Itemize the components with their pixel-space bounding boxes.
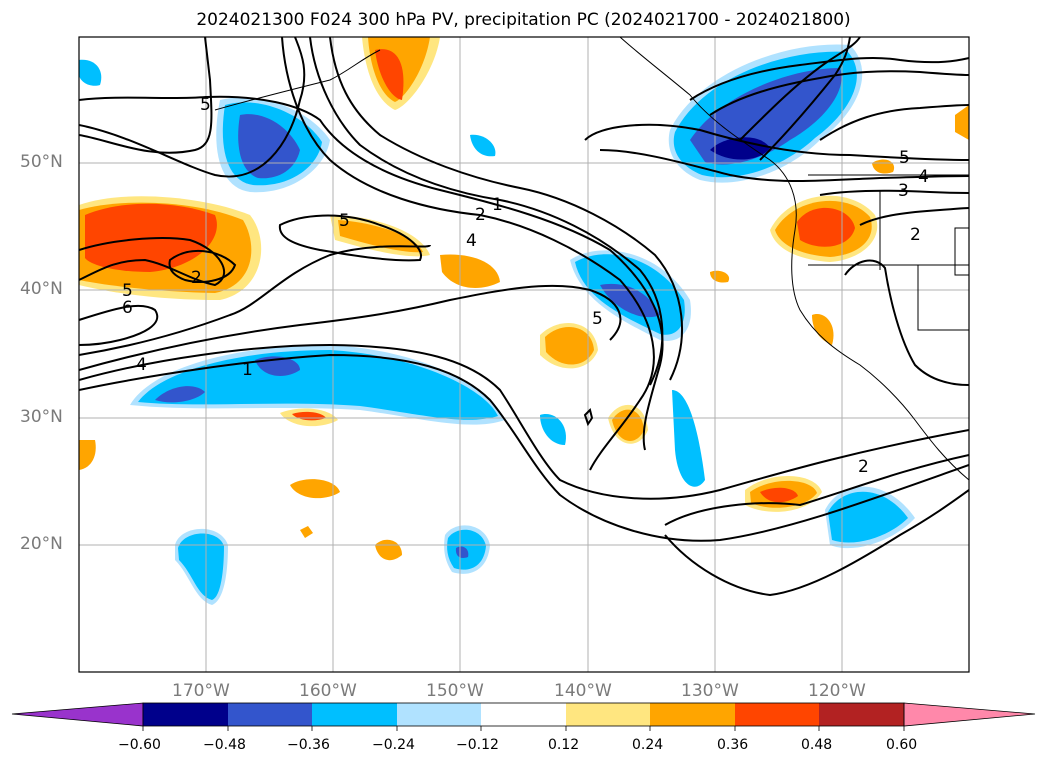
colorbar-tick-label: −0.36	[287, 737, 330, 753]
colorbar-tick-label: −0.12	[456, 737, 499, 753]
precip-positive-region	[612, 409, 644, 441]
precip-positive-region	[440, 254, 500, 288]
map-title: 2024021300 F024 300 hPa PV, precipitatio…	[196, 10, 851, 30]
colorbar-segment	[819, 703, 904, 726]
precip-positive-region	[812, 314, 834, 345]
precip-positive-region	[545, 327, 594, 365]
precip-positive-region	[300, 526, 313, 538]
contour-label: 2	[475, 205, 486, 225]
colorbar-segment	[228, 703, 312, 726]
colorbar-segment	[735, 703, 819, 726]
precip-negative-region	[470, 134, 496, 157]
precip-positive-region	[290, 479, 340, 499]
coastlines	[214, 37, 969, 481]
precip-negative-region	[238, 114, 300, 179]
lon-label-160w: 160°W	[299, 681, 357, 701]
colorbar-tick-label: 0.12	[548, 737, 580, 753]
contour-label: 5	[200, 95, 211, 115]
lat-label-40n: 40°N	[20, 279, 63, 299]
contour-label: 5	[899, 148, 910, 168]
contour-label: 5	[592, 309, 603, 329]
contour-label: 5	[339, 211, 350, 231]
precip-negative-region	[178, 533, 224, 600]
colorbar-extend-low	[11, 702, 144, 727]
colorbar-tick-label: 0.48	[801, 737, 833, 753]
contour-label: 2	[858, 457, 869, 477]
precip-negative-region	[710, 137, 770, 160]
precip-negative-region	[672, 390, 705, 487]
precip-negative-region	[828, 491, 908, 543]
precip-negative-region	[600, 283, 660, 318]
colorbar-segment	[481, 703, 566, 726]
contour-label: 4	[136, 355, 147, 375]
precip-positive-region	[872, 159, 895, 174]
contour-label: 5	[122, 281, 133, 301]
precip-negative-region	[138, 350, 498, 420]
precip-positive-region	[760, 487, 798, 503]
precip-positive-region	[375, 49, 404, 100]
colorbar-tick-label: 0.36	[717, 737, 749, 753]
precip-negative-region	[540, 414, 566, 445]
colorbar-segment	[312, 703, 397, 726]
precip-negative-region	[155, 386, 205, 403]
colorbar-segment	[566, 703, 650, 726]
colorbar-segment	[143, 703, 228, 726]
lon-label-170w: 170°W	[172, 681, 230, 701]
lon-label-120w: 120°W	[808, 681, 866, 701]
colorbar-tick-label: 0.24	[632, 737, 664, 753]
lon-label-140w: 140°W	[554, 681, 612, 701]
colorbar-extend-high	[903, 702, 1036, 727]
colorbar-tick-label: 0.60	[886, 737, 918, 753]
precip-positive-region	[375, 539, 402, 561]
precip-negative-region	[79, 59, 102, 86]
contour-label: 1	[492, 195, 503, 215]
lat-label-30n: 30°N	[20, 407, 63, 427]
contour-labels: 5 1 2 4 5 5 6 4 1 2 5 5 4 3 2 2	[122, 95, 929, 477]
contour-label: 6	[122, 298, 133, 318]
contour-label: 1	[242, 360, 253, 380]
colorbar-tick-label: −0.24	[372, 737, 415, 753]
precip-positive-region	[338, 220, 423, 253]
lat-label-50n: 50°N	[20, 152, 63, 172]
lat-label-20n: 20°N	[20, 534, 63, 554]
precip-positive-region	[955, 105, 969, 140]
precip-positive-region	[710, 270, 730, 283]
colorbar-segment	[650, 703, 735, 726]
pv-contours	[79, 37, 969, 597]
contour-label: 4	[466, 231, 477, 251]
colorbar	[11, 702, 1036, 731]
lon-label-150w: 150°W	[426, 681, 484, 701]
colorbar-tick-label: −0.60	[118, 737, 161, 753]
colorbar-segment	[397, 703, 481, 726]
contour-label: 4	[918, 167, 929, 187]
precip-positive-region	[79, 440, 96, 470]
contour-label: 2	[191, 268, 202, 288]
lon-label-130w: 130°W	[681, 681, 739, 701]
precip-negative-region	[455, 546, 469, 558]
contour-label: 3	[898, 181, 909, 201]
map-frame	[78, 36, 970, 673]
colorbar-tick-label: −0.48	[203, 737, 246, 753]
precip-positive-region	[797, 207, 855, 247]
contour-label: 2	[910, 225, 921, 245]
